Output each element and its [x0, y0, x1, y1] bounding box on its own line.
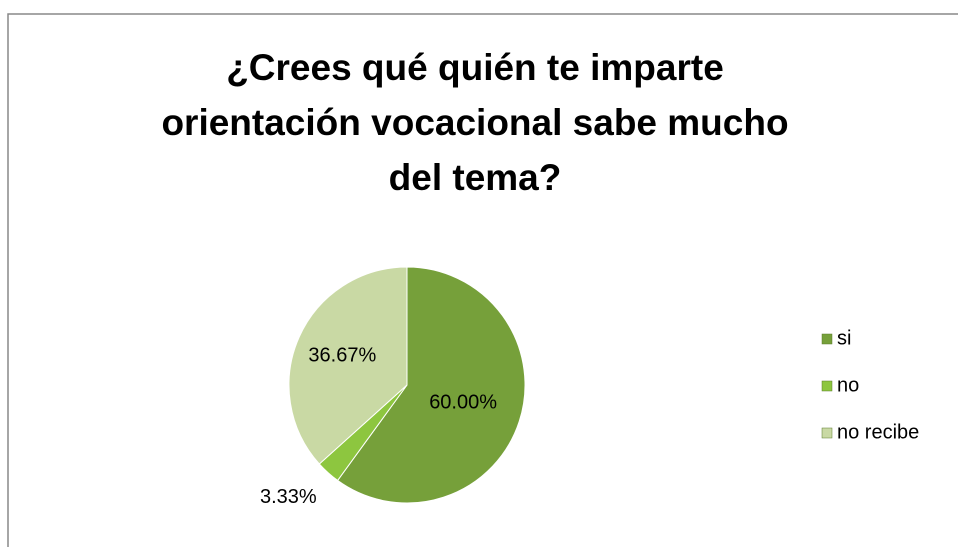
legend-label: no recibe [837, 421, 919, 443]
data-label: 3.33% [260, 486, 317, 508]
legend-swatch [821, 380, 833, 392]
data-label: 60.00% [429, 392, 497, 414]
legend-label: si [837, 327, 851, 349]
pie-slice [288, 266, 408, 465]
legend-swatch [821, 333, 833, 345]
pie-slice [336, 266, 526, 504]
chart-title: ¿Crees qué quién te imparte orientación … [161, 47, 789, 198]
data-label: 36.67% [308, 344, 376, 366]
legend-label: no [837, 374, 859, 396]
legend-swatch [821, 427, 833, 439]
